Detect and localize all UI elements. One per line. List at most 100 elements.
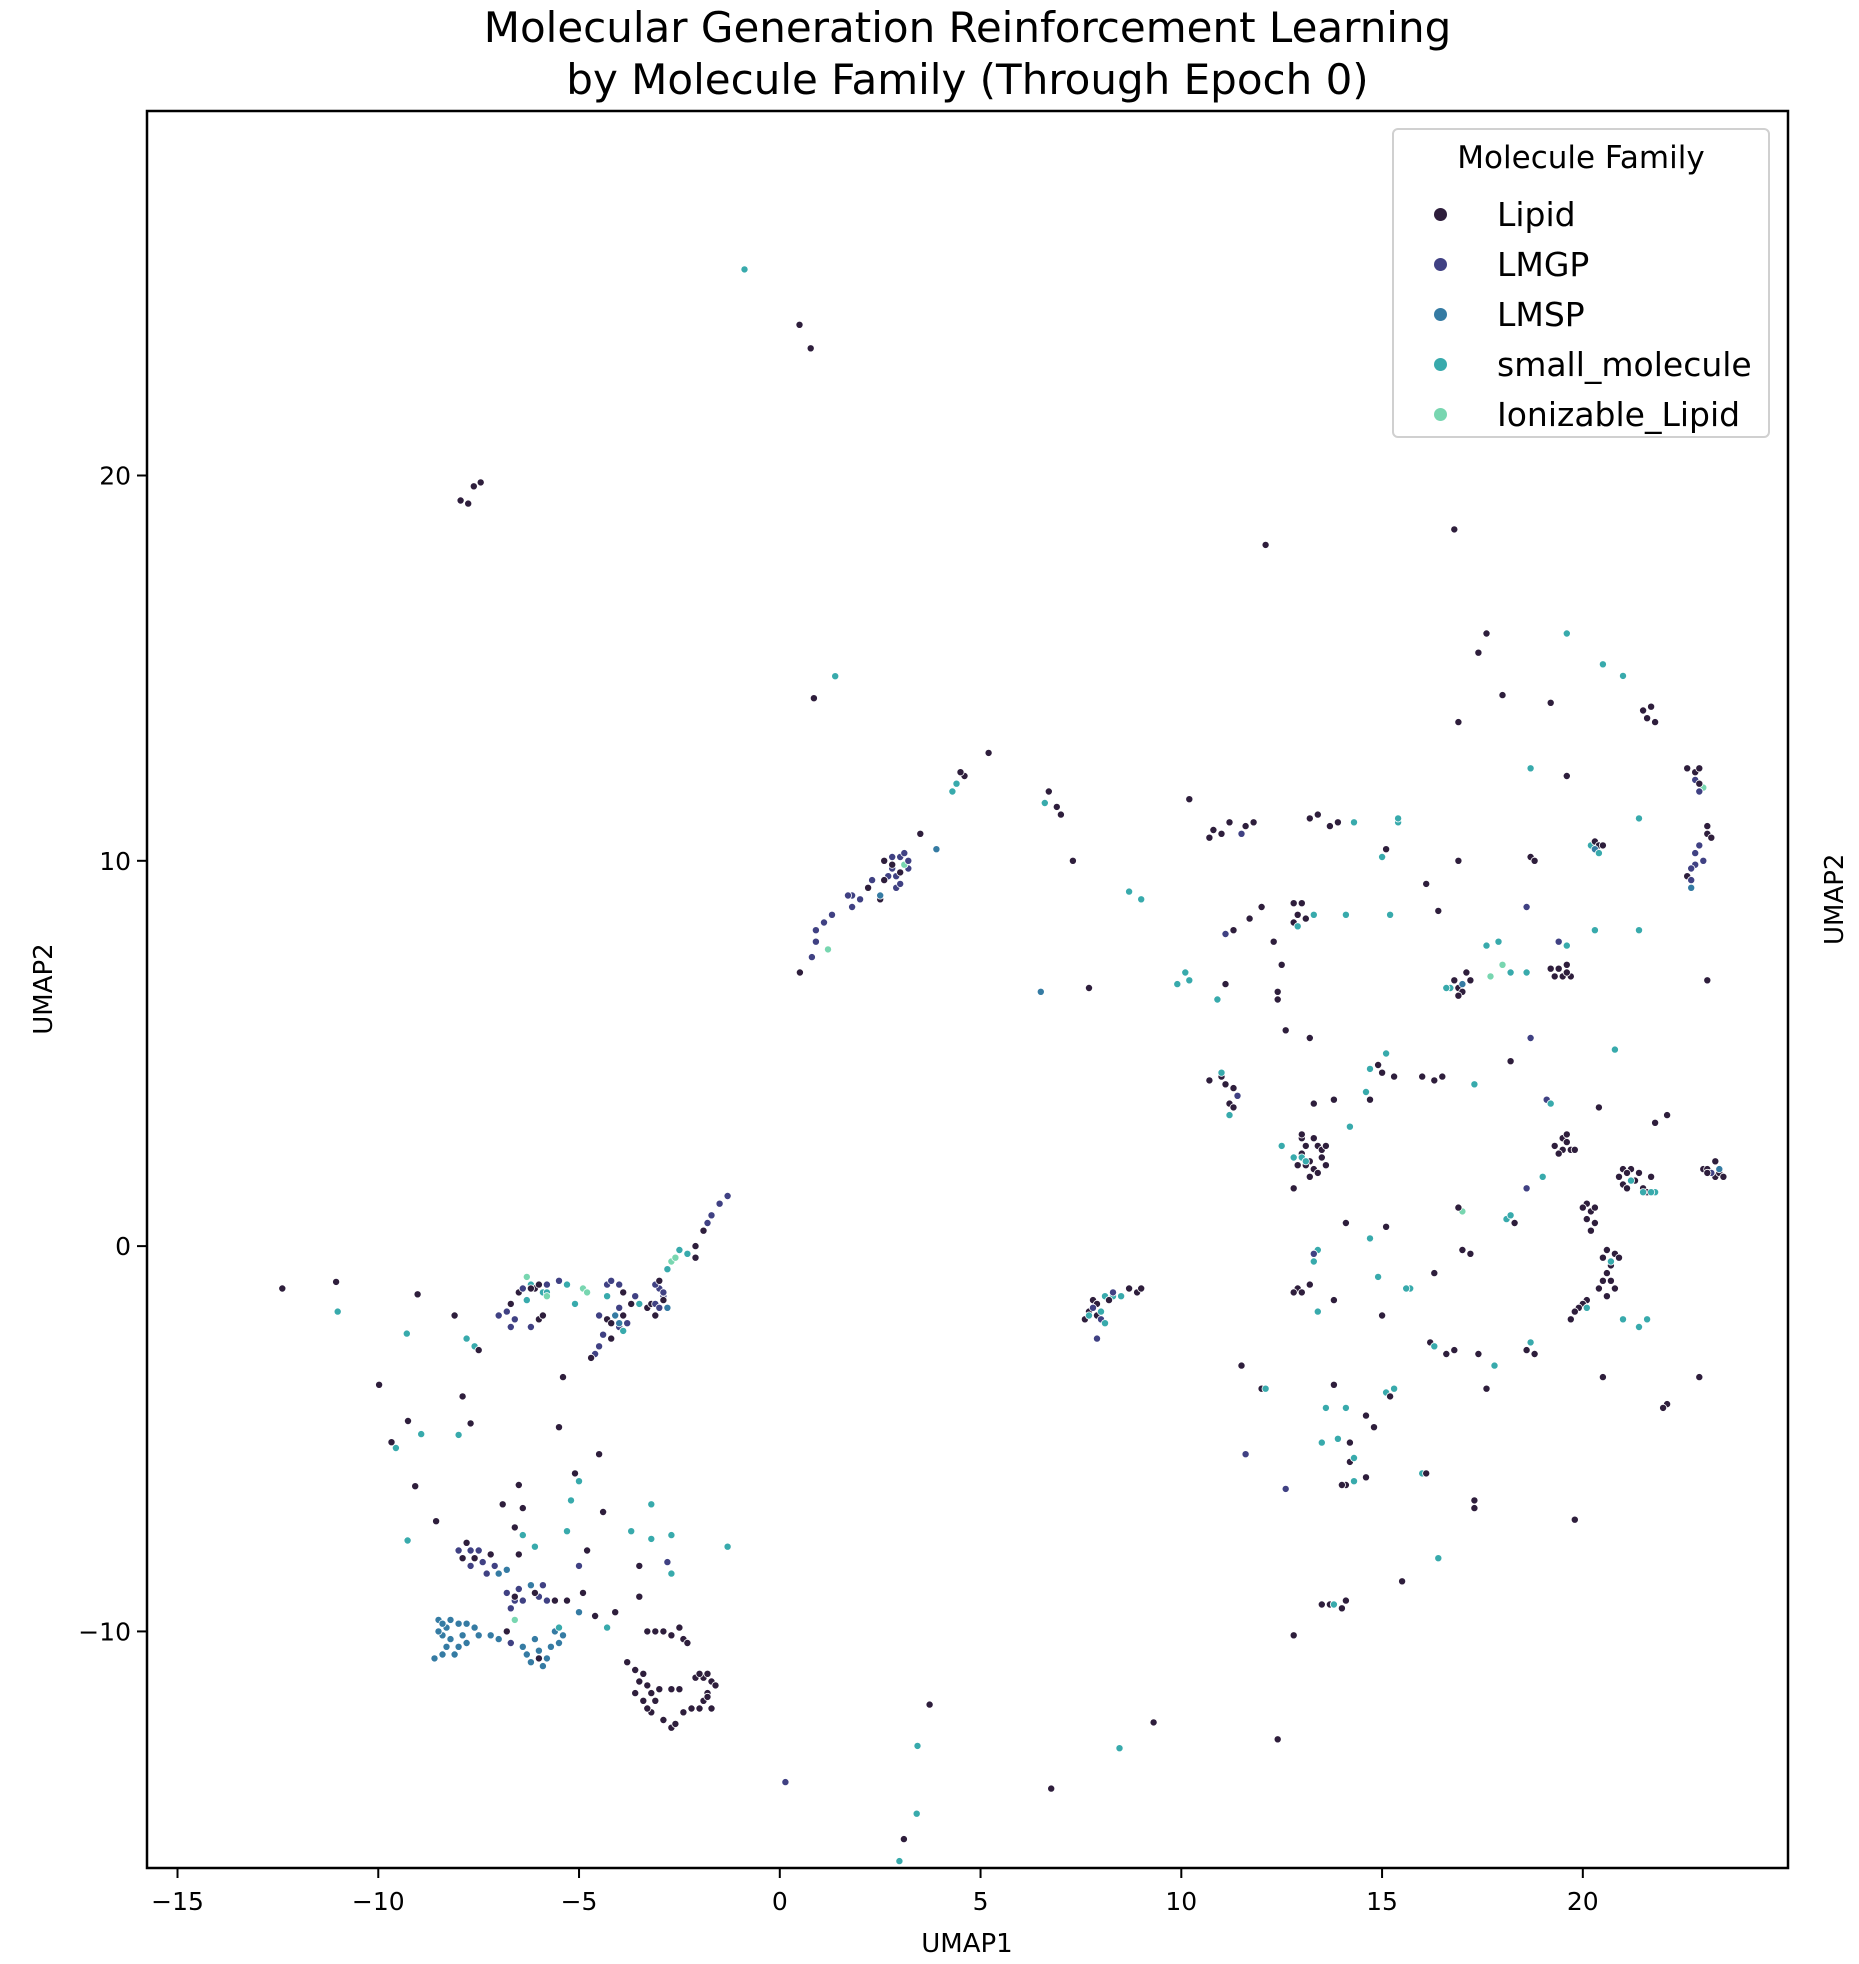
data-point (510, 1592, 519, 1601)
data-point (546, 1642, 555, 1651)
data-point (1225, 1111, 1234, 1120)
data-point (1639, 706, 1648, 715)
data-point (1309, 1099, 1318, 1108)
data-point (1578, 1203, 1587, 1212)
data-point (1321, 1161, 1330, 1170)
data-point (1362, 1088, 1371, 1097)
data-point (579, 1588, 588, 1597)
data-point (627, 1527, 636, 1536)
data-point (542, 1596, 551, 1605)
data-point (615, 1319, 624, 1328)
adjacent-subplot-y-axis-label: UMAP2 (1820, 853, 1850, 945)
data-point (502, 1588, 511, 1597)
data-point (591, 1612, 600, 1621)
data-point (856, 895, 865, 904)
data-point (667, 1569, 676, 1578)
data-point (518, 1596, 527, 1605)
data-point (1590, 926, 1599, 935)
data-point (1647, 702, 1656, 711)
data-point (1085, 984, 1094, 993)
data-point (1229, 926, 1238, 935)
data-point (1434, 906, 1443, 915)
data-point (333, 1307, 342, 1316)
data-point (450, 1650, 459, 1659)
data-point (1594, 1103, 1603, 1112)
data-point (1044, 787, 1053, 796)
data-point (1289, 1153, 1298, 1162)
data-point (1623, 1184, 1632, 1193)
data-point (811, 926, 820, 935)
data-point (639, 1696, 648, 1705)
data-point (1663, 1111, 1672, 1120)
data-point (1494, 937, 1503, 946)
data-point (1659, 1403, 1668, 1412)
data-point (651, 1627, 660, 1636)
data-point (895, 1857, 904, 1866)
data-point (811, 937, 820, 946)
data-point (510, 1315, 519, 1324)
data-point (1257, 903, 1266, 912)
data-point (458, 1554, 467, 1563)
data-point (1350, 1454, 1359, 1463)
data-point (824, 945, 833, 954)
data-point (1273, 1735, 1282, 1744)
data-point (1522, 968, 1531, 977)
data-point (1205, 1076, 1214, 1085)
data-point (1482, 941, 1491, 950)
data-point (1269, 937, 1278, 946)
data-point (490, 1561, 499, 1570)
data-point (831, 672, 840, 681)
data-point (1647, 1172, 1656, 1181)
data-point (1366, 1064, 1375, 1073)
data-point (864, 883, 873, 892)
data-point (446, 1615, 455, 1624)
data-point (1289, 899, 1298, 908)
data-point (1651, 718, 1660, 727)
data-point (583, 1288, 592, 1297)
data-point (888, 860, 897, 869)
data-point (1687, 883, 1696, 892)
y-axis-ticks: −10 0 10 20 (78, 462, 147, 1646)
data-point (1418, 1072, 1427, 1081)
data-point (1097, 1307, 1106, 1316)
data-point (530, 1588, 539, 1597)
data-point (607, 1276, 616, 1285)
data-point (1313, 810, 1322, 819)
data-point (1398, 1577, 1407, 1586)
data-point (1333, 1434, 1342, 1443)
data-point (1530, 1350, 1539, 1359)
data-point (1370, 1423, 1379, 1432)
data-point (1522, 903, 1531, 912)
x-tick-label: 0 (772, 1887, 788, 1916)
data-point (1321, 1141, 1330, 1150)
data-point (555, 1423, 564, 1432)
data-point (1562, 1138, 1571, 1147)
data-point (1474, 648, 1483, 657)
data-point (1707, 833, 1716, 842)
data-point (615, 1280, 624, 1289)
data-point (518, 1504, 527, 1513)
data-point (1321, 1403, 1330, 1412)
data-point (1237, 1361, 1246, 1370)
data-point (1606, 1257, 1615, 1266)
data-point (466, 1561, 475, 1570)
data-point (1221, 1080, 1230, 1089)
data-point (458, 1631, 467, 1640)
data-point (1052, 802, 1061, 811)
data-point (1362, 1411, 1371, 1420)
data-point (575, 1561, 584, 1570)
data-point (643, 1704, 652, 1713)
data-point (925, 1700, 934, 1709)
data-point (1225, 818, 1234, 827)
data-point (1606, 1276, 1615, 1285)
data-point (1273, 995, 1282, 1004)
data-point (559, 1373, 568, 1382)
data-point (1378, 853, 1387, 862)
data-point (1635, 814, 1644, 823)
data-point (1245, 914, 1254, 923)
data-point (888, 853, 897, 862)
data-point (1719, 1172, 1728, 1181)
data-point (1586, 1226, 1595, 1235)
data-point (1217, 1068, 1226, 1077)
data-point (1289, 1288, 1298, 1297)
